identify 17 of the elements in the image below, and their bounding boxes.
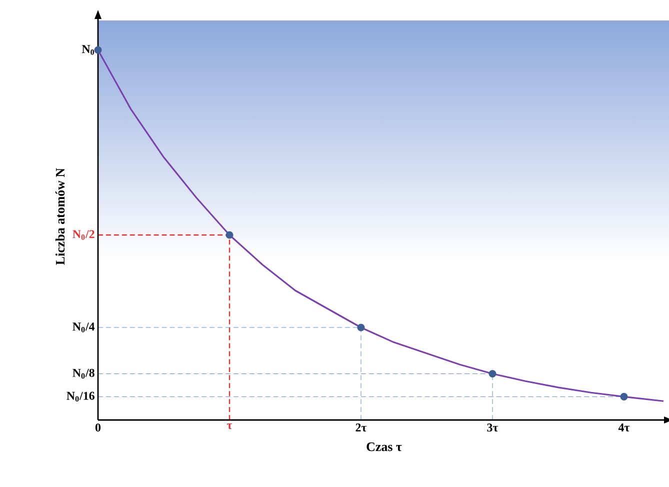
- x-tick-label: 4τ: [618, 424, 630, 432]
- point: [357, 324, 365, 332]
- point: [488, 370, 496, 378]
- x-tick-label: 3τ: [487, 424, 498, 432]
- ref-line-label: N$_{0}$/16: [66, 392, 94, 402]
- y-axis-title: Liczba atomów N: [55, 168, 65, 265]
- point: [94, 46, 102, 54]
- annotation: N$_{0}$: [82, 45, 94, 55]
- ref-line-label: N$_{0}$/2: [72, 230, 94, 240]
- x-axis-title: Czas τ: [366, 442, 402, 452]
- x-tick-label: 0: [95, 424, 101, 432]
- x-tick-label: τ: [226, 424, 232, 430]
- ref-line-label: N$_{0}$/8: [72, 368, 94, 379]
- ref-line-label: N$_{0}$/4: [72, 322, 95, 332]
- point: [226, 231, 234, 239]
- x-tick-label: 2τ: [356, 424, 367, 432]
- point: [620, 392, 628, 400]
